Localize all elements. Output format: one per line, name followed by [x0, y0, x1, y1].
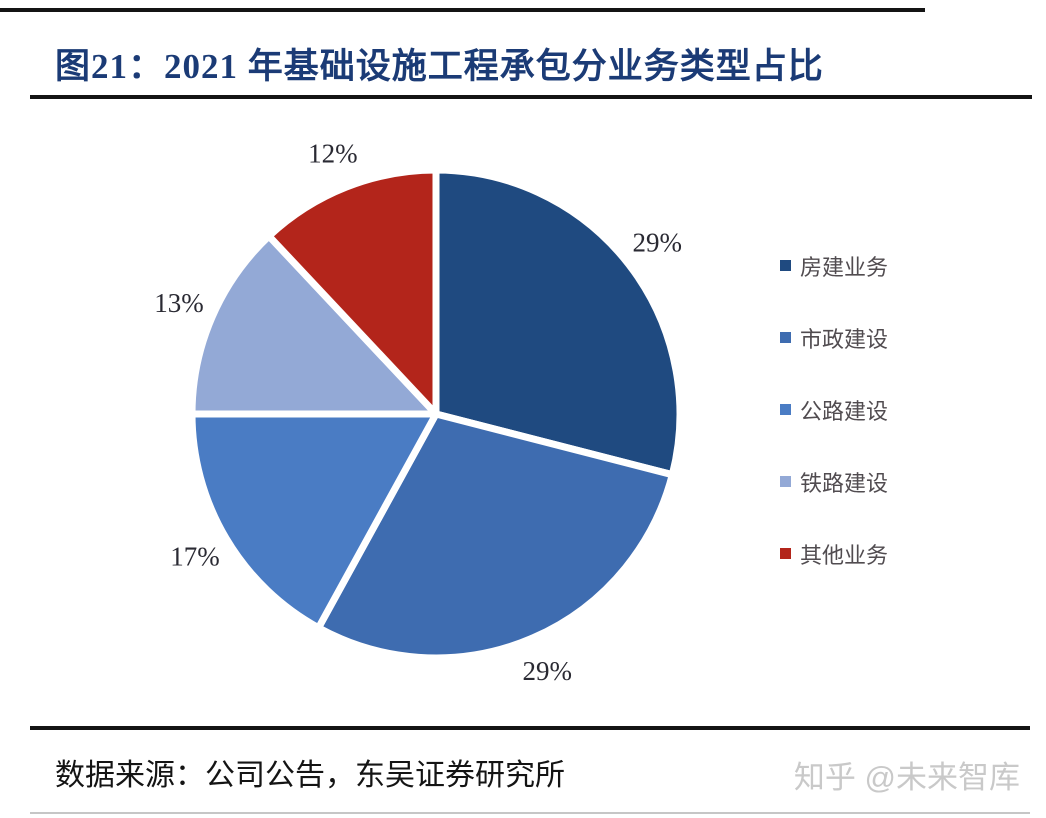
- bottom-rule: [30, 812, 1030, 814]
- pie-slice-4: [265, 166, 440, 418]
- legend-item-0: 房建业务: [780, 252, 889, 280]
- pie-value-label: 17%: [170, 542, 220, 572]
- footer-rule: [30, 726, 1030, 730]
- legend-item-4: 其他业务: [780, 540, 889, 568]
- pie-value-label: 13%: [154, 288, 204, 318]
- pie-value-label: 29%: [632, 227, 682, 257]
- legend-color-swatch: [780, 476, 791, 487]
- legend-item-label: 其他业务: [800, 542, 889, 568]
- pie-slice-0: [432, 166, 684, 479]
- pie-value-label: 29%: [522, 656, 572, 686]
- legend-color-swatch: [780, 260, 791, 271]
- pie-slice-2: [188, 410, 440, 632]
- legend-color-swatch: [780, 404, 791, 415]
- chart-legend: 房建业务市政建设公路建设铁路建设其他业务: [780, 252, 889, 568]
- watermark: 知乎 @未来智库: [793, 760, 1020, 795]
- legend-item-2: 公路建设: [780, 396, 889, 424]
- legend-item-1: 市政建设: [780, 324, 889, 352]
- data-source-note: 数据来源：公司公告，东吴证券研究所: [55, 759, 565, 792]
- legend-item-label: 铁路建设: [800, 470, 889, 496]
- pie-value-label: 12%: [308, 139, 358, 169]
- top-rule: [0, 8, 925, 12]
- pie-slice-3: [188, 232, 440, 418]
- legend-color-swatch: [780, 332, 791, 343]
- legend-item-label: 房建业务: [800, 254, 889, 280]
- legend-item-label: 公路建设: [800, 398, 889, 424]
- title-rule: [30, 95, 1032, 99]
- legend-item-3: 铁路建设: [780, 468, 889, 496]
- legend-item-label: 市政建设: [800, 326, 889, 352]
- legend-color-swatch: [780, 548, 791, 559]
- pie-slice-1: [315, 410, 676, 662]
- figure-title: 图21：2021 年基础设施工程承包分业务类型占比: [55, 47, 824, 86]
